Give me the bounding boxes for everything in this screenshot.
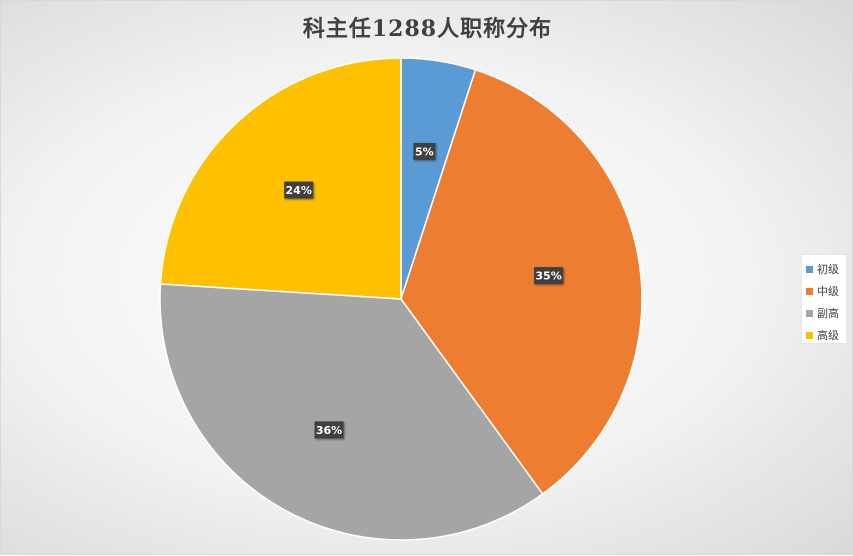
data-label-fugao: 36% xyxy=(314,421,344,439)
legend-item-gaoji[interactable]: 高级 xyxy=(802,324,846,346)
data-label-text-gaoji: 24% xyxy=(286,184,312,197)
data-label-box-fugao xyxy=(314,421,344,439)
chart-title: 科主任1288人职称分布 xyxy=(302,16,553,42)
legend: 初级 中级 副高 高级 xyxy=(801,254,847,344)
legend-item-fugao[interactable]: 副高 xyxy=(802,302,846,324)
data-label-text-chuji: 5% xyxy=(415,145,434,158)
data-label-text-zhongji: 35% xyxy=(535,270,561,283)
pie-slice-zhongji[interactable] xyxy=(400,68,643,496)
pie-slice-fugao[interactable] xyxy=(159,283,544,541)
legend-item-chuji[interactable]: 初级 xyxy=(802,258,846,280)
legend-label-chuji: 初级 xyxy=(817,263,839,276)
legend-swatch-gaoji xyxy=(806,331,813,339)
data-label-box-gaoji xyxy=(284,181,314,199)
legend-label-fugao: 副高 xyxy=(817,307,839,320)
data-label-chuji: 5% xyxy=(413,142,436,160)
legend-label-zhongji: 中级 xyxy=(817,285,839,298)
legend-swatch-zhongji xyxy=(806,287,813,295)
data-label-box-zhongji xyxy=(534,267,564,285)
pie-slice-gaoji[interactable] xyxy=(159,57,402,300)
data-label-zhongji: 35% xyxy=(534,267,564,285)
data-label-text-fugao: 36% xyxy=(316,424,342,437)
data-label-gaoji: 24% xyxy=(284,181,314,199)
legend-swatch-fugao xyxy=(806,309,813,317)
legend-label-gaoji: 高级 xyxy=(817,329,839,342)
data-label-box-chuji xyxy=(413,142,436,160)
legend-swatch-chuji xyxy=(806,265,813,273)
legend-item-zhongji[interactable]: 中级 xyxy=(802,280,846,302)
